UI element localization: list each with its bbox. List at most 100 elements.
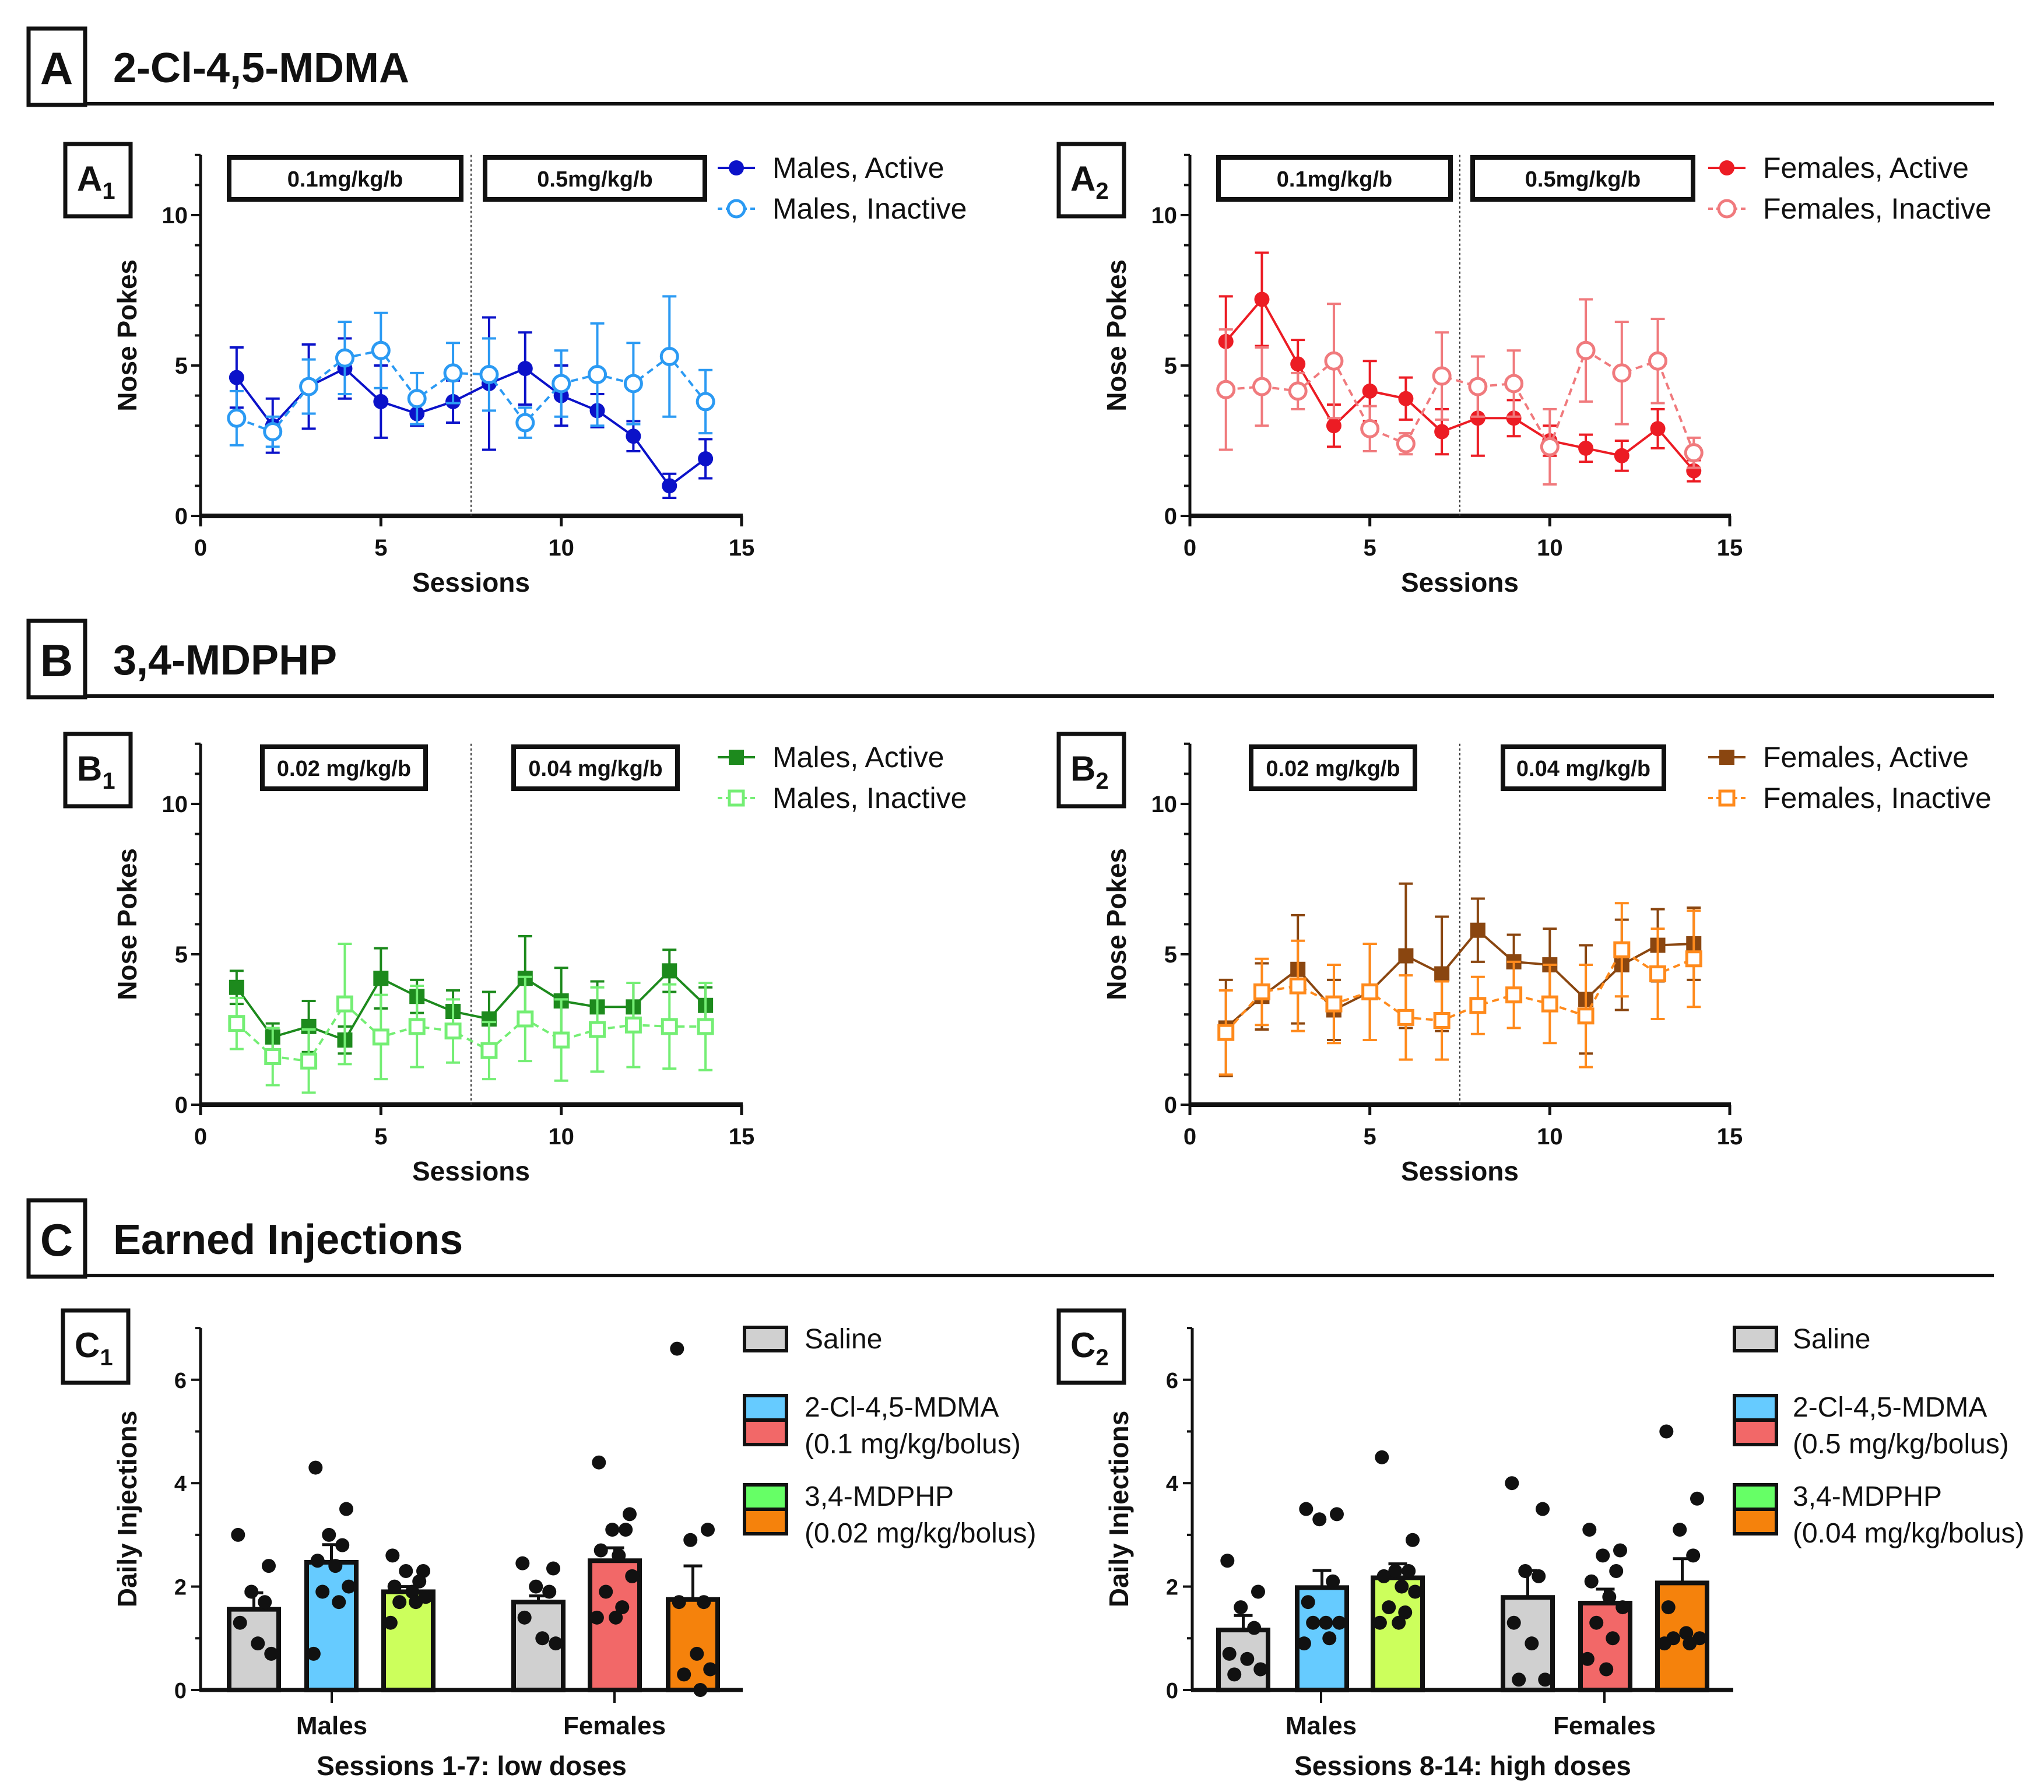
bar-females-2-cl-4-5-mdma	[588, 1455, 642, 1692]
data-point	[1686, 1548, 1701, 1563]
legend-label: 2-Cl-4,5-MDMA	[1793, 1392, 1987, 1423]
square-marker	[372, 1028, 389, 1046]
data-point	[412, 1574, 427, 1589]
panel-label: B1	[77, 749, 115, 794]
circle-marker	[1650, 421, 1666, 437]
square-marker	[589, 1021, 606, 1038]
square-marker	[1253, 983, 1270, 1000]
square-marker	[480, 1042, 498, 1059]
circle-marker	[371, 340, 391, 360]
circle-marker	[1504, 374, 1524, 393]
panel-label-letter: C	[75, 1326, 100, 1365]
circle-marker	[1398, 391, 1414, 406]
square-marker	[1541, 995, 1558, 1013]
data-point	[1408, 1584, 1423, 1599]
x-tick-label: 10	[548, 1124, 574, 1150]
legend-label: Females, Inactive	[1763, 192, 1992, 225]
data-point	[310, 1554, 325, 1568]
square-marker	[444, 1023, 462, 1040]
square-marker	[1434, 966, 1450, 982]
data-point	[677, 1667, 691, 1682]
panel-label: B2	[1070, 749, 1109, 794]
data-point	[619, 1523, 633, 1537]
legend-sublabel: (0.5 mg/kg/bolus)	[1793, 1429, 2009, 1460]
data-point	[1332, 1615, 1347, 1630]
data-point	[233, 1615, 247, 1630]
y-axis-label: Daily Injections	[1104, 1411, 1134, 1607]
data-point	[1505, 1476, 1519, 1491]
data-point	[1398, 1605, 1413, 1619]
circle-marker	[1288, 381, 1308, 401]
data-point	[251, 1636, 265, 1651]
y-tick-label: 0	[174, 1679, 187, 1703]
data-point	[385, 1548, 400, 1563]
legend-label: Females, Active	[1763, 152, 1969, 184]
circle-marker	[1434, 424, 1450, 440]
legend-swatch	[743, 1483, 788, 1511]
section-header-b: B 3,4-MDPHP	[26, 619, 1994, 700]
y-axis-label: Nose Pokes	[112, 259, 142, 412]
x-axis-label: Sessions	[1401, 567, 1519, 598]
panel-label: A1	[77, 159, 115, 204]
square-marker	[1470, 922, 1485, 938]
series-line	[236, 1002, 706, 1063]
panel-label-box	[61, 1308, 131, 1385]
y-tick-label: 5	[1164, 942, 1177, 968]
y-tick-label: 0	[1164, 1092, 1177, 1118]
y-tick-label: 10	[162, 792, 188, 817]
section-letter-box	[26, 26, 87, 107]
bar-males-2-cl-4-5-mdma	[304, 1460, 359, 1692]
data-point	[1227, 1667, 1242, 1682]
data-point	[1388, 1563, 1403, 1578]
data-point	[1609, 1563, 1624, 1578]
circle-marker	[263, 422, 283, 442]
y-tick-label: 4	[174, 1472, 187, 1496]
square-marker	[229, 979, 244, 995]
series-males-inactive	[228, 942, 714, 1094]
data-point	[1613, 1543, 1627, 1558]
circle-marker	[517, 361, 533, 377]
y-tick-label: 0	[1166, 1679, 1178, 1703]
x-tick-label: 15	[729, 535, 755, 561]
circle-marker	[299, 377, 319, 396]
data-point	[399, 1563, 413, 1578]
data-point	[1536, 1502, 1550, 1516]
circle-marker	[623, 374, 643, 393]
legend-label: Saline	[1793, 1324, 1870, 1355]
panel-label-subscript: 1	[102, 768, 115, 794]
legend-item: Males, Active	[718, 741, 944, 774]
square-marker	[728, 789, 745, 807]
panel-label-box	[63, 732, 133, 809]
data-point	[1406, 1533, 1420, 1547]
data-point	[339, 1502, 353, 1516]
data-point	[609, 1610, 623, 1625]
data-point	[546, 1561, 560, 1576]
x-axis-label: Sessions	[412, 1156, 530, 1186]
data-point	[383, 1615, 398, 1630]
data-point	[672, 1595, 686, 1610]
dose-label: 0.04 mg/kg/b	[1516, 757, 1650, 781]
data-point	[1690, 1491, 1704, 1506]
panel-label-box	[1056, 1308, 1126, 1385]
y-axis-label: Nose Pokes	[1101, 848, 1132, 1000]
data-point	[1596, 1548, 1610, 1563]
panel-label-letter: B	[1070, 749, 1095, 788]
square-marker	[1217, 1024, 1235, 1041]
data-point	[1599, 1662, 1614, 1677]
circle-marker	[1362, 383, 1378, 399]
legend-swatch	[743, 1418, 788, 1446]
bar	[666, 1597, 720, 1692]
dose-label: 0.02 mg/kg/b	[277, 757, 411, 781]
y-axis-label: Nose Pokes	[112, 848, 142, 1000]
bar-males-3-4-mdphp	[1371, 1450, 1425, 1692]
square-marker	[729, 750, 744, 765]
data-point	[1582, 1523, 1597, 1537]
section-letter: A	[40, 43, 73, 94]
bar-females-saline	[1501, 1476, 1555, 1693]
circle-marker	[1540, 437, 1560, 456]
data-point	[1615, 1600, 1630, 1615]
data-point	[1532, 1569, 1546, 1583]
square-marker	[553, 1031, 570, 1049]
data-point	[315, 1584, 330, 1599]
